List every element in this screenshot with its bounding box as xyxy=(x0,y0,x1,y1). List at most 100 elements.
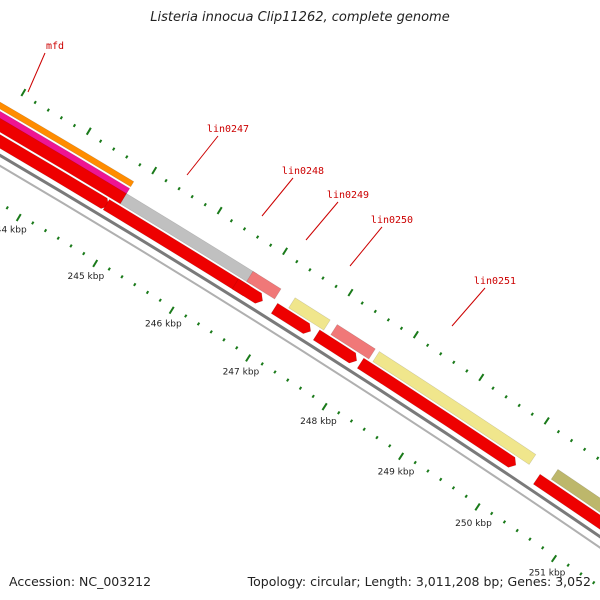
orf-arrow xyxy=(532,473,600,530)
outer-tick xyxy=(478,373,485,382)
outer-tick xyxy=(242,227,247,231)
outer-tick xyxy=(46,108,50,112)
outer-tick xyxy=(138,163,142,167)
kbp-label: 245 kbp xyxy=(68,272,105,282)
outer-tick xyxy=(530,412,534,417)
gene-label-lin0251: lin0251 xyxy=(474,276,516,287)
outer-tick xyxy=(151,166,158,175)
kbp-label: 244 kbp xyxy=(0,225,27,235)
inner-tick xyxy=(579,572,583,576)
outer-tick xyxy=(491,386,495,390)
outer-tick xyxy=(321,276,325,280)
inner-tick xyxy=(439,477,443,482)
leader-line-lin0248 xyxy=(261,177,294,217)
outer-tick xyxy=(203,202,207,207)
inner-tick xyxy=(451,486,456,490)
inner-tick xyxy=(298,386,303,391)
outer-tick xyxy=(269,243,273,247)
inner-tick xyxy=(245,354,252,362)
outer-tick xyxy=(582,447,587,452)
kbp-label: 246 kbp xyxy=(145,319,182,329)
inner-tick xyxy=(120,274,124,279)
kbp-label: 248 kbp xyxy=(300,417,337,427)
mfd-red-band xyxy=(0,117,127,205)
orf-arrow xyxy=(102,199,251,297)
inner-tick xyxy=(362,427,366,432)
gene-band-lin0248 xyxy=(246,270,282,300)
leader-line-lin0249 xyxy=(305,201,339,241)
outer-tick xyxy=(399,326,404,331)
inner-tick xyxy=(413,460,417,465)
outer-tick xyxy=(373,309,377,314)
inner-tick xyxy=(133,282,137,287)
outer-tick xyxy=(556,429,561,434)
backbone-line xyxy=(0,164,600,549)
outer-tick xyxy=(33,100,37,105)
outer-tick xyxy=(59,116,63,120)
kbp-label: 251 kbp xyxy=(529,569,566,579)
inner-tick xyxy=(222,338,226,342)
accession-text: Accession: NC_003212 xyxy=(9,574,152,589)
inner-tick xyxy=(43,228,48,233)
inner-tick xyxy=(168,306,175,315)
inner-tick xyxy=(528,537,532,541)
inner-tick xyxy=(184,314,188,318)
kbp-label: 249 kbp xyxy=(378,467,415,477)
backbone-layer xyxy=(0,153,600,549)
tick-layer xyxy=(5,88,600,585)
inner-tick xyxy=(273,370,277,374)
outer-tick xyxy=(229,218,234,223)
inner-tick xyxy=(286,378,290,382)
gene-band-next xyxy=(550,468,600,513)
inner-tick xyxy=(196,322,201,326)
inner-tick xyxy=(56,236,60,241)
inner-tick xyxy=(337,410,341,415)
orf-arrow xyxy=(312,329,358,364)
outer-tick xyxy=(98,139,103,144)
outer-tick xyxy=(412,330,419,339)
inner-tick xyxy=(235,346,239,350)
outer-tick xyxy=(452,360,456,365)
outer-tick xyxy=(360,301,364,305)
gene-label-lin0248: lin0248 xyxy=(282,166,324,177)
outer-tick xyxy=(386,318,391,322)
inner-tick xyxy=(260,362,264,366)
kbp-label: 250 kbp xyxy=(455,519,492,529)
inner-tick xyxy=(502,520,507,524)
outer-tick xyxy=(112,147,116,151)
outer-tick xyxy=(439,351,443,356)
inner-tick xyxy=(311,394,315,399)
genome-summary-text: Topology: circular; Length: 3,011,208 bp… xyxy=(247,574,591,589)
leader-line-lin0250 xyxy=(349,226,383,267)
inner-tick xyxy=(107,267,111,271)
inner-tick xyxy=(349,419,354,423)
outer-tick xyxy=(504,394,508,399)
leader-line-mfd xyxy=(27,52,46,93)
feature-layer xyxy=(0,101,600,530)
inner-tick xyxy=(69,244,73,248)
inner-tick xyxy=(541,546,545,550)
outer-tick xyxy=(543,416,550,425)
inner-tick xyxy=(82,251,86,256)
gene-label-lin0250: lin0250 xyxy=(371,215,413,226)
orf-arrow xyxy=(231,278,263,304)
outer-tick xyxy=(595,456,600,461)
outer-tick xyxy=(125,155,129,159)
outer-tick xyxy=(20,88,27,97)
gene-band-lin0251 xyxy=(372,351,537,465)
outer-tick xyxy=(255,235,260,239)
outer-tick xyxy=(295,259,299,264)
inner-tick xyxy=(15,213,22,222)
inner-tick xyxy=(464,494,468,499)
inner-tick xyxy=(92,259,99,268)
outer-tick xyxy=(425,343,430,348)
outer-tick xyxy=(517,403,521,408)
outer-tick xyxy=(72,123,77,128)
inner-tick xyxy=(321,402,328,411)
gene-label-lin0247: lin0247 xyxy=(207,124,249,135)
outer-tick xyxy=(85,127,92,136)
inner-tick xyxy=(158,298,162,303)
gene-band-lin0249 xyxy=(288,297,331,331)
inner-tick xyxy=(490,511,494,516)
